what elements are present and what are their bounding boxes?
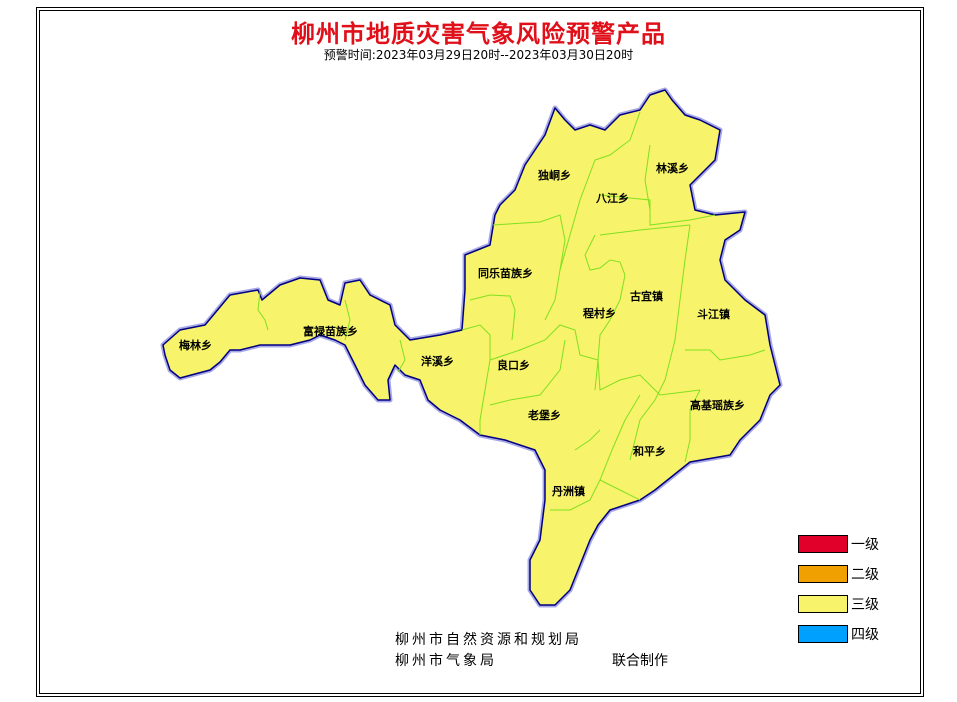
legend-label: 三级 bbox=[851, 597, 879, 613]
legend-swatch-orange bbox=[798, 565, 848, 583]
town-label: 程村乡 bbox=[583, 307, 616, 320]
town-label: 斗江镇 bbox=[697, 308, 730, 321]
inner-frame bbox=[39, 10, 921, 694]
legend-swatch-red bbox=[798, 535, 848, 553]
legend-level-3: 三级 bbox=[798, 594, 879, 614]
town-boundaries bbox=[257, 111, 766, 511]
legend-swatch-yellow bbox=[798, 595, 848, 613]
producer-2: 柳州市气象局 bbox=[395, 653, 497, 669]
town-label: 洋溪乡 bbox=[421, 355, 454, 368]
outer-frame bbox=[36, 7, 924, 697]
town-label: 同乐苗族乡 bbox=[478, 267, 533, 280]
warning-period: 预警时间:2023年03月29日20时--2023年03月30日20时 bbox=[323, 48, 634, 62]
town-label: 八江乡 bbox=[596, 192, 629, 205]
legend-level-1: 一级 bbox=[798, 534, 879, 554]
legend-label: 一级 bbox=[851, 537, 879, 553]
town-label: 古宜镇 bbox=[630, 290, 663, 303]
page-title: 柳州市地质灾害气象风险预警产品 bbox=[291, 19, 666, 48]
legend-level-4: 四级 bbox=[798, 624, 879, 644]
legend-label: 二级 bbox=[851, 567, 879, 583]
legend-swatch-blue bbox=[798, 625, 848, 643]
producer-1: 柳州市自然资源和规划局 bbox=[395, 632, 582, 648]
town-label: 独峒乡 bbox=[538, 169, 571, 182]
county-outline bbox=[162, 89, 781, 606]
town-label: 老堡乡 bbox=[528, 409, 561, 422]
town-label: 梅林乡 bbox=[179, 339, 212, 352]
town-label: 高基瑶族乡 bbox=[690, 399, 745, 412]
town-label: 和平乡 bbox=[633, 445, 666, 458]
town-label: 林溪乡 bbox=[656, 162, 689, 175]
town-label: 富禄苗族乡 bbox=[303, 325, 358, 338]
joint-production-note: 联合制作 bbox=[612, 653, 668, 669]
legend-level-2: 二级 bbox=[798, 564, 879, 584]
legend-label: 四级 bbox=[851, 627, 879, 643]
town-label: 良口乡 bbox=[497, 359, 530, 372]
town-label: 丹洲镇 bbox=[552, 485, 585, 498]
